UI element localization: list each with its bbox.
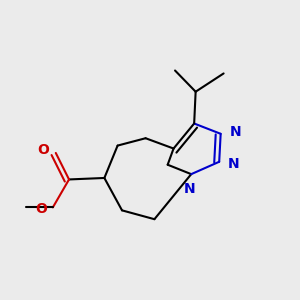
Text: O: O xyxy=(38,143,49,157)
Text: N: N xyxy=(184,182,196,197)
Text: N: N xyxy=(228,157,240,171)
Text: O: O xyxy=(35,202,47,216)
Text: N: N xyxy=(230,125,241,139)
